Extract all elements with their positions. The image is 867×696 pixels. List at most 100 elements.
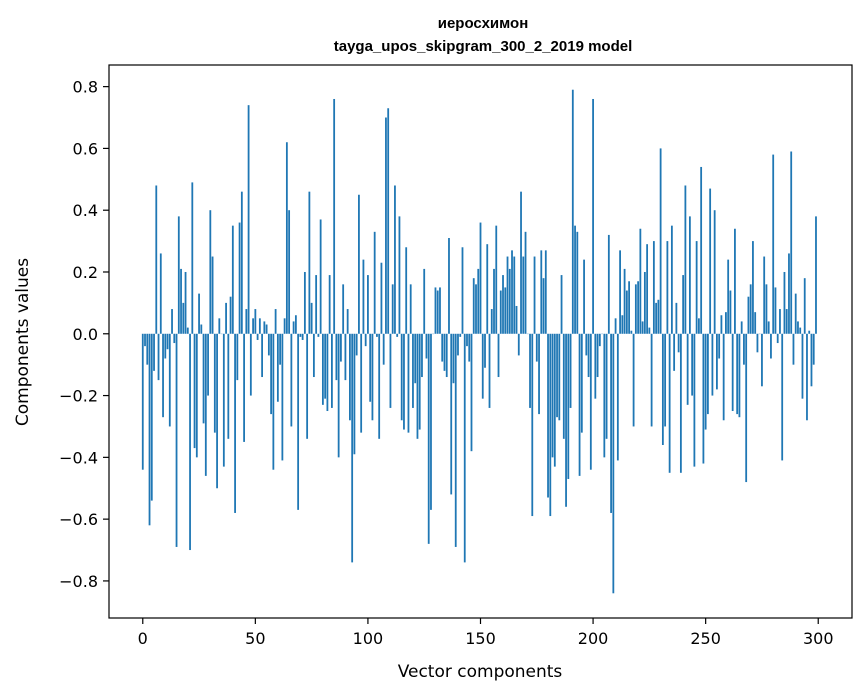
x-tick-label-2: 100: [353, 629, 384, 648]
bar-273: [756, 333, 759, 353]
bar-177: [540, 250, 543, 334]
bar-120: [412, 333, 414, 408]
bar-145: [468, 333, 471, 362]
y-axis-label: Components values: [13, 258, 33, 426]
bar-57: [270, 333, 273, 415]
bar-118: [407, 333, 410, 433]
bar-227: [652, 241, 655, 334]
bar-201: [594, 333, 597, 399]
bar-255: [716, 333, 718, 390]
bar-101: [369, 333, 372, 402]
bar-144: [466, 333, 468, 347]
bar-185: [558, 333, 561, 421]
bar-22: [191, 182, 194, 334]
bar-76: [312, 333, 315, 378]
bar-286: [785, 309, 788, 334]
bar-91: [346, 309, 349, 334]
y-tick-label-4: 0.0: [73, 325, 98, 344]
bar-229: [657, 299, 660, 334]
bar-43: [238, 222, 241, 334]
bar-257: [720, 315, 723, 334]
bar-107: [382, 333, 385, 365]
bar-38: [227, 333, 230, 439]
bar-213: [621, 315, 624, 334]
bar-253: [711, 333, 714, 396]
bar-234: [668, 333, 671, 473]
bar-151: [481, 333, 484, 399]
bar-168: [520, 191, 522, 334]
bar-219: [634, 284, 637, 334]
bar-100: [367, 275, 369, 334]
bar-77: [315, 275, 318, 334]
bar-58: [272, 333, 275, 470]
bar-148: [475, 284, 477, 334]
bar-141: [459, 333, 462, 337]
bar-34: [218, 318, 221, 334]
bar-276: [763, 256, 766, 334]
bar-84: [331, 333, 333, 408]
bar-4: [150, 333, 153, 501]
bar-45: [243, 333, 245, 442]
bar-114: [398, 216, 401, 334]
bar-220: [637, 281, 640, 334]
bar-166: [515, 305, 518, 334]
bar-180: [547, 333, 549, 498]
bar-225: [648, 327, 651, 334]
bar-291: [797, 321, 799, 334]
bar-69: [297, 333, 300, 510]
bar-122: [416, 333, 419, 439]
bar-61: [279, 333, 282, 365]
bar-126: [425, 333, 428, 359]
bar-269: [747, 296, 750, 334]
bar-56: [267, 333, 270, 356]
x-tick-label-1: 50: [245, 629, 265, 648]
bar-199: [589, 333, 592, 470]
bar-18: [182, 302, 185, 334]
bar-81: [324, 333, 327, 399]
bar-33: [216, 333, 218, 489]
bar-190: [569, 333, 572, 408]
bar-139: [454, 333, 457, 547]
bar-123: [418, 333, 421, 430]
bar-265: [738, 333, 741, 418]
bar-200: [592, 98, 594, 334]
bar-154: [488, 333, 491, 408]
bar-158: [497, 333, 500, 378]
bar-89: [342, 284, 345, 334]
bar-272: [754, 312, 757, 334]
bar-228: [655, 302, 658, 334]
x-tick-label-0: 0: [138, 629, 148, 648]
bar-243: [688, 216, 691, 334]
y-tick-label-3: −0.2: [59, 387, 98, 406]
bar-280: [772, 154, 775, 334]
bar-175: [535, 333, 538, 362]
bar-209: [612, 333, 615, 594]
bar-254: [713, 210, 716, 334]
y-tick-label-0: −0.8: [59, 572, 98, 591]
bar-160: [502, 275, 504, 334]
bar-192: [574, 225, 576, 334]
bar-2: [146, 333, 149, 365]
bar-78: [317, 333, 320, 337]
bar-80: [321, 333, 324, 405]
bar-217: [630, 330, 633, 334]
bar-173: [531, 333, 534, 517]
bar-39: [229, 296, 232, 334]
bar-27: [202, 333, 205, 424]
bar-92: [349, 333, 351, 421]
bar-299: [815, 216, 817, 334]
bar-174: [533, 256, 536, 334]
bar-30: [209, 210, 212, 334]
bar-82: [326, 333, 329, 412]
bar-287: [788, 253, 790, 334]
bar-0: [141, 333, 144, 470]
bar-212: [619, 250, 621, 334]
bar-181: [549, 333, 552, 517]
bar-258: [722, 333, 725, 421]
bar-183: [553, 333, 556, 467]
y-tick-label-8: 0.8: [73, 78, 98, 97]
bar-103: [373, 231, 376, 334]
bar-250: [704, 333, 707, 430]
bar-99: [364, 333, 367, 347]
bar-178: [542, 278, 545, 334]
